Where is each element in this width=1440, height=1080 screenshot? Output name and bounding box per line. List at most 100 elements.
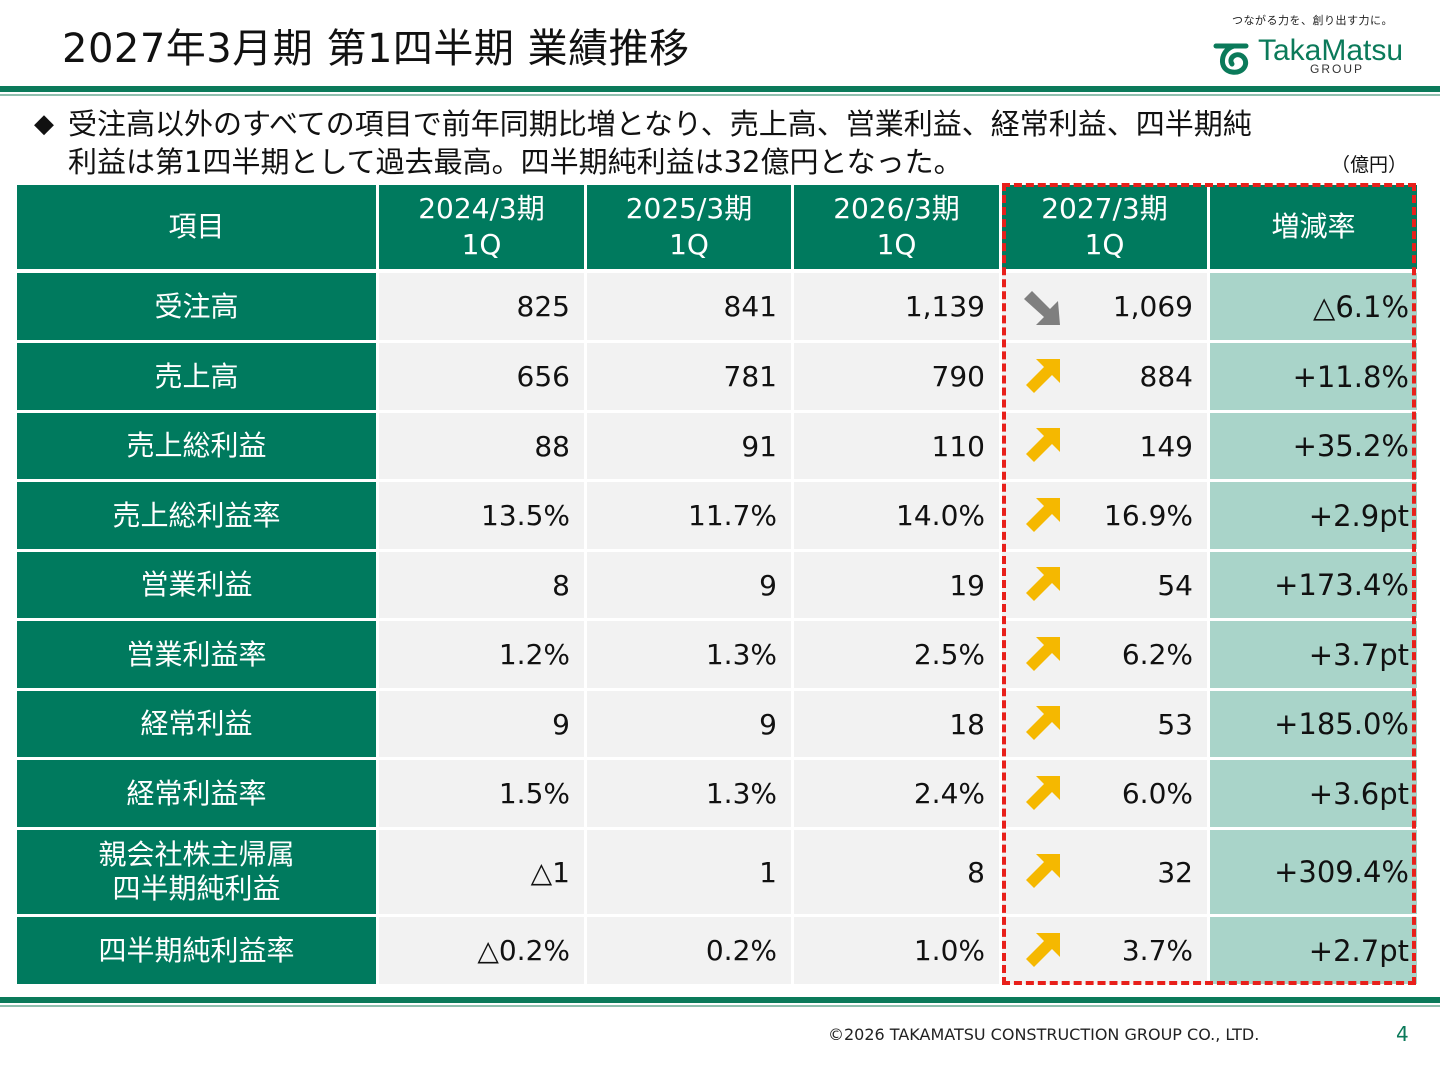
row-label-line1: 受注高 bbox=[154, 289, 239, 323]
row-label: 営業利益率 bbox=[17, 621, 376, 688]
row-label-line1: 売上総利益率 bbox=[112, 498, 281, 532]
change-rate-text: +35.2% bbox=[1292, 429, 1409, 463]
value-cell: 841 bbox=[587, 273, 791, 340]
value-cell: 6.0% bbox=[1002, 760, 1207, 827]
value-cell: 14.0% bbox=[794, 482, 999, 549]
page-number: 4 bbox=[1396, 1022, 1409, 1046]
down-right-arrow-icon bbox=[1024, 290, 1060, 325]
value-text: 781 bbox=[723, 360, 777, 393]
change-rate-cell: +173.4% bbox=[1210, 552, 1417, 618]
change-rate-cell: +309.4% bbox=[1210, 830, 1417, 914]
up-right-arrow-icon bbox=[1026, 636, 1060, 671]
column-header: 2024/3期 1Q bbox=[379, 185, 584, 269]
value-cell: 13.5% bbox=[379, 482, 584, 549]
row-label: 売上総利益率 bbox=[17, 482, 376, 549]
header-rule-thin bbox=[0, 94, 1440, 96]
value-text: △1 bbox=[530, 855, 570, 889]
results-table: 項目 2024/3期 1Q 2025/3期 1Q 2026/3期 1Q 2027/3期 1Q 増減… bbox=[17, 185, 1417, 985]
value-cell: 88 bbox=[379, 413, 584, 479]
column-header-line2: 1Q bbox=[1084, 228, 1125, 261]
column-header-line1: 2027/3期 bbox=[1041, 192, 1168, 225]
change-rate-text: +185.0% bbox=[1274, 707, 1409, 741]
value-cell: △1 bbox=[379, 830, 584, 914]
value-text: 9 bbox=[759, 568, 777, 602]
row-label-line1: 営業利益 bbox=[140, 568, 253, 601]
value-cell: 656 bbox=[379, 343, 584, 410]
up-right-arrow-icon bbox=[1026, 706, 1060, 740]
value-text: 6.0% bbox=[1121, 777, 1193, 810]
up-right-arrow-icon bbox=[1026, 775, 1060, 810]
up-right-arrow-icon bbox=[1026, 932, 1060, 967]
value-cell: 9 bbox=[587, 552, 791, 618]
row-label: 経常利益 bbox=[17, 691, 376, 757]
value-text: 0.2% bbox=[705, 934, 777, 967]
row-label: 営業利益 bbox=[17, 552, 376, 618]
value-text: 19 bbox=[949, 568, 985, 602]
value-text: 88 bbox=[534, 429, 570, 463]
up-right-arrow-icon bbox=[1026, 854, 1060, 888]
copyright: ©2026 TAKAMATSU CONSTRUCTION GROUP CO., … bbox=[828, 1025, 1260, 1044]
value-text: 1,069 bbox=[1112, 290, 1193, 323]
value-cell: 825 bbox=[379, 273, 584, 340]
value-text: 110 bbox=[931, 429, 985, 463]
value-text: 1.3% bbox=[705, 638, 777, 671]
value-text: 54 bbox=[1157, 568, 1193, 602]
row-label-line2: 四半期純利益 bbox=[112, 872, 281, 905]
change-rate-text: △6.1% bbox=[1313, 289, 1409, 324]
value-text: 18 bbox=[949, 707, 985, 741]
row-label: 経常利益率 bbox=[17, 760, 376, 827]
value-text: 841 bbox=[723, 290, 777, 323]
column-header-line1: 項目 bbox=[168, 210, 225, 243]
column-header: 項目 bbox=[17, 185, 376, 269]
change-rate-text: +3.6pt bbox=[1308, 776, 1409, 811]
value-text: 13.5% bbox=[481, 499, 570, 532]
value-cell: △0.2% bbox=[379, 917, 584, 984]
value-text: 11.7% bbox=[688, 499, 777, 532]
value-cell: 781 bbox=[587, 343, 791, 410]
row-label-line1: 営業利益率 bbox=[126, 637, 267, 671]
value-text: 1.3% bbox=[705, 777, 777, 810]
value-text: △0.2% bbox=[477, 934, 570, 967]
value-text: 1,139 bbox=[904, 290, 985, 323]
value-text: 91 bbox=[741, 429, 777, 463]
value-cell: 1,139 bbox=[794, 273, 999, 340]
value-cell: 9 bbox=[379, 691, 584, 757]
unit-label: （億円） bbox=[1331, 154, 1408, 176]
value-cell: 790 bbox=[794, 343, 999, 410]
row-label: 親会社株主帰属 四半期純利益 bbox=[17, 830, 376, 914]
value-cell: 18 bbox=[794, 691, 999, 757]
company-logo: つながる力を、創り出す力に。 TakaMatsu GROUP bbox=[1206, 12, 1416, 78]
value-cell: 1.3% bbox=[587, 760, 791, 827]
summary-line-1: 受注高以外のすべての項目で前年同期比増となり、売上高、営業利益、経常利益、四半期… bbox=[68, 107, 1252, 141]
page-title: 2027年3月期 第1四半期 業績推移 bbox=[62, 26, 690, 72]
column-header-line1: 2024/3期 bbox=[418, 192, 545, 225]
value-cell: 8 bbox=[379, 552, 584, 618]
value-cell: 1.0% bbox=[794, 917, 999, 984]
value-text: 1.5% bbox=[498, 777, 570, 810]
value-cell: 9 bbox=[587, 691, 791, 757]
column-header: 増減率 bbox=[1210, 185, 1417, 269]
value-cell: 110 bbox=[794, 413, 999, 479]
row-label: 売上高 bbox=[17, 343, 376, 410]
value-text: 16.9% bbox=[1104, 499, 1193, 532]
up-right-arrow-icon bbox=[1026, 497, 1060, 532]
logo-group: GROUP bbox=[1310, 62, 1365, 76]
value-text: 1 bbox=[759, 855, 777, 889]
value-cell: 11.7% bbox=[587, 482, 791, 549]
value-cell: 1.2% bbox=[379, 621, 584, 688]
change-rate-cell: +3.6pt bbox=[1210, 760, 1417, 827]
row-label-line1: 経常利益 bbox=[140, 707, 253, 740]
change-rate-cell: +2.7pt bbox=[1210, 917, 1417, 984]
value-text: 9 bbox=[759, 707, 777, 741]
row-label-line1: 親会社株主帰属 bbox=[98, 838, 295, 871]
value-cell: 1.3% bbox=[587, 621, 791, 688]
value-text: 32 bbox=[1157, 855, 1193, 889]
column-header: 2025/3期 1Q bbox=[587, 185, 791, 269]
value-text: 14.0% bbox=[896, 499, 985, 532]
value-cell: 2.5% bbox=[794, 621, 999, 688]
change-rate-text: +3.7pt bbox=[1308, 637, 1409, 672]
value-cell: 1 bbox=[587, 830, 791, 914]
value-cell: 8 bbox=[794, 830, 999, 914]
value-text: 8 bbox=[967, 855, 985, 889]
column-header: 2026/3期 1Q bbox=[794, 185, 999, 269]
